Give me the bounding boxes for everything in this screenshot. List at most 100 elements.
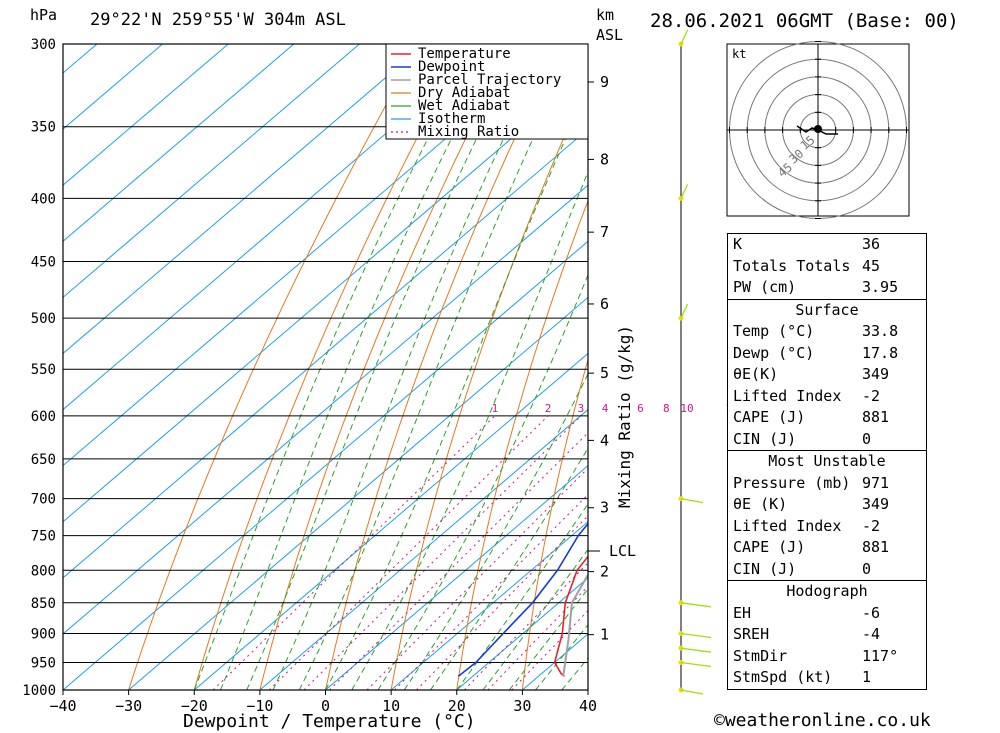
isotherm-line xyxy=(63,44,557,467)
mixing-ratio-label: 6 xyxy=(637,402,644,415)
isotherm-line xyxy=(63,44,360,299)
wind-barb xyxy=(680,497,704,504)
hodo-row-stmspd: StmSpd (kt) 1 xyxy=(733,668,872,686)
index-row-k: K 36 xyxy=(733,235,881,253)
km-tick-label: 8 xyxy=(600,150,609,168)
temperature-line xyxy=(553,555,588,678)
mu-row-pressure: Pressure (mb) 971 xyxy=(733,473,890,492)
hodo-row-eh: EH -6 xyxy=(733,603,881,622)
x-tick-label: −10 xyxy=(246,697,273,715)
storm-motion-marker xyxy=(814,125,822,133)
surface-title: Surface xyxy=(728,298,926,322)
hpa-unit-label: hPa xyxy=(30,6,58,24)
wind-barb xyxy=(680,29,689,45)
isotherm-line xyxy=(0,44,31,690)
index-table: K 36 Totals Totals 45 PW (cm) 3.95 Surface … xyxy=(727,233,927,690)
surface-row-li: Lifted Index -2 xyxy=(733,386,881,405)
x-tick-label: 30 xyxy=(513,697,531,715)
isotherm-line xyxy=(259,408,588,690)
mu-row-thetae: θE (K) 349 xyxy=(733,495,890,513)
x-tick-label: 0 xyxy=(321,697,330,715)
legend-isotherm: Isotherm xyxy=(418,111,485,127)
pressure-tick-label: 300 xyxy=(31,37,56,53)
x-tick-label: −30 xyxy=(115,697,142,715)
isotherm-line xyxy=(325,464,588,690)
wet-adiabat-line xyxy=(193,44,478,690)
wet-adiabat-line xyxy=(220,44,501,690)
x-tick-label: −40 xyxy=(49,697,76,715)
dry-adiabat-line xyxy=(193,44,467,690)
pressure-tick-label: 950 xyxy=(31,655,56,671)
hodograph-unit-label: kt xyxy=(732,47,746,61)
km-tick-label: 9 xyxy=(600,73,609,91)
km-tick-label: 6 xyxy=(600,295,609,313)
surface-row-temp: Temp (°C) 33.8 xyxy=(733,322,899,340)
wind-barb xyxy=(680,184,689,199)
pressure-tick-label: 1000 xyxy=(22,683,56,699)
pressure-tick-label: 850 xyxy=(31,596,56,612)
surface-row-cin: CIN (J) 0 xyxy=(733,429,872,448)
x-tick-label: 10 xyxy=(382,697,400,715)
x-tick-label: 40 xyxy=(579,697,597,715)
x-axis-title: Dewpoint / Temperature (°C) xyxy=(183,711,476,732)
pressure-tick-label: 550 xyxy=(31,362,56,378)
dry-adiabat-line xyxy=(968,44,1000,690)
surface-row-dewp: Dewp (°C) 17.8 xyxy=(733,343,899,362)
legend-wet-adiabat: Wet Adiabat xyxy=(418,98,511,114)
pressure-tick-label: 800 xyxy=(31,563,56,579)
wind-barb xyxy=(680,647,712,653)
isotherm-line xyxy=(63,44,163,130)
km-tick-label: 4 xyxy=(600,431,609,449)
km-tick-label: 5 xyxy=(600,364,609,382)
pressure-tick-label: 900 xyxy=(31,626,56,642)
hodo-row-stmdir: StmDir 117° xyxy=(733,646,899,665)
credit-link[interactable]: ©weatheronline.co.uk xyxy=(714,710,931,731)
wet-adiabat-line xyxy=(508,588,588,690)
mixing-ratio-line xyxy=(268,415,549,690)
mixing-ratio-label: 10 xyxy=(680,402,693,415)
km-tick-label: 7 xyxy=(600,223,609,241)
km-tick-label: 1 xyxy=(600,626,609,644)
pressure-tick-label: 500 xyxy=(31,311,56,327)
km-tick-label: 2 xyxy=(600,563,609,581)
isotherm-line xyxy=(63,44,492,411)
location-title: 29°22'N 259°55'W 304m ASL xyxy=(90,10,346,30)
dry-adiabat-line xyxy=(128,44,421,690)
isotherm-line xyxy=(63,72,588,523)
mu-row-cin: CIN (J) 0 xyxy=(733,559,872,578)
mixing-ratio-line xyxy=(366,467,588,690)
pressure-tick-label: 450 xyxy=(31,255,56,271)
legend: Temperature Dewpoint Parcel Trajectory D… xyxy=(385,43,589,140)
wind-barb xyxy=(680,661,712,668)
mu-row-li: Lifted Index -2 xyxy=(733,516,881,535)
legend-parcel: Parcel Trajectory xyxy=(418,72,561,88)
mixing-ratio-label: 8 xyxy=(663,402,670,415)
surface-row-thetae: θE(K) 349 xyxy=(733,365,890,383)
wind-barb xyxy=(680,602,712,608)
mixing-ratio-line xyxy=(416,515,588,690)
isotherm-line xyxy=(63,44,229,186)
x-tick-label: −20 xyxy=(181,697,208,715)
wet-adiabat-line xyxy=(246,44,525,690)
pressure-tick-label: 400 xyxy=(31,191,56,207)
pressure-tick-label: 700 xyxy=(31,492,56,508)
hodo-row-sreh: SREH -4 xyxy=(733,625,881,643)
parcel-trajectory-line xyxy=(562,572,588,677)
wet-adiabat-line xyxy=(430,447,588,690)
lcl-label: LCL xyxy=(609,542,636,560)
datetime-title: 28.06.2021 06GMT (Base: 00) xyxy=(650,10,959,32)
mu-row-cape: CAPE (J) 881 xyxy=(733,538,890,556)
index-row-pw: PW (cm) 3.95 xyxy=(733,278,899,296)
asl-label: ASL xyxy=(596,26,624,44)
legend-dry-adiabat: Dry Adiabat xyxy=(418,85,511,101)
most-unstable-title: Most Unstable xyxy=(728,450,926,473)
mixing-ratio-label: 4 xyxy=(602,402,609,415)
mixing-ratio-label: 2 xyxy=(545,402,552,415)
mixing-ratio-axis-title: Mixing Ratio (g/kg) xyxy=(615,325,634,508)
hodograph-table-title: Hodograph xyxy=(728,580,926,603)
isotherm-line xyxy=(63,44,295,242)
wet-adiabat-line xyxy=(456,503,588,690)
pressure-tick-label: 600 xyxy=(31,409,56,425)
